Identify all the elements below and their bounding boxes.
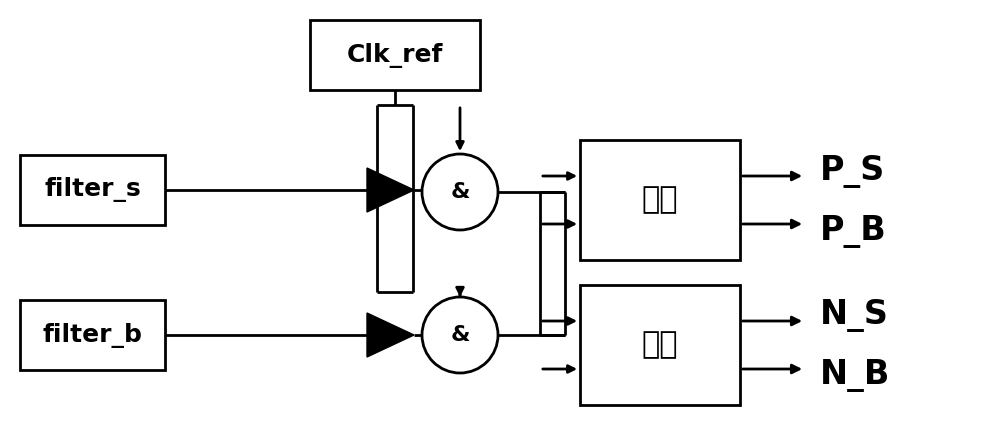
- Text: 负数: 负数: [642, 330, 678, 359]
- Bar: [20, 300, 165, 370]
- Text: filter_b: filter_b: [43, 323, 142, 348]
- Circle shape: [422, 297, 498, 373]
- Circle shape: [422, 154, 498, 230]
- Polygon shape: [367, 168, 414, 212]
- Text: P_S: P_S: [820, 155, 885, 188]
- Text: &: &: [450, 182, 470, 202]
- Bar: [20, 155, 165, 225]
- Bar: [580, 140, 740, 260]
- Text: filter_s: filter_s: [44, 177, 141, 202]
- Text: N_B: N_B: [820, 359, 890, 392]
- Text: N_S: N_S: [820, 298, 889, 331]
- Polygon shape: [367, 313, 414, 357]
- Text: 正数: 正数: [642, 186, 678, 214]
- Text: &: &: [450, 325, 470, 345]
- Bar: [580, 285, 740, 405]
- Text: P_B: P_B: [820, 216, 887, 249]
- Bar: [310, 20, 480, 90]
- Text: Clk_ref: Clk_ref: [347, 43, 443, 67]
